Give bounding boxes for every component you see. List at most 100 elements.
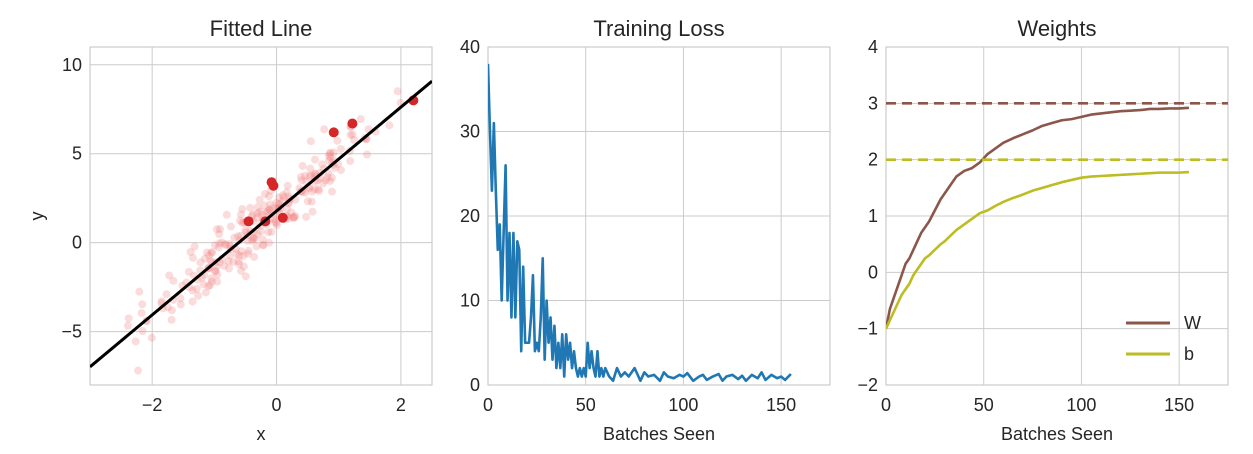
scatter-point	[225, 240, 234, 249]
scatter-point	[224, 257, 233, 266]
scatter-point	[215, 230, 224, 239]
scatter-point	[258, 235, 267, 244]
scatter-point	[349, 136, 358, 145]
scatter-point	[270, 215, 279, 224]
scatter-point	[123, 321, 132, 330]
highlight-point	[277, 212, 288, 223]
x-tick-label: 50	[576, 395, 596, 415]
scatter-point	[271, 218, 280, 227]
y-tick-label: 0	[72, 233, 82, 253]
scatter-point	[213, 270, 222, 279]
scatter-point	[215, 225, 224, 234]
y-tick-label: 2	[868, 150, 878, 170]
scatter-point	[215, 239, 224, 248]
scatter-point	[282, 188, 291, 197]
scatter-point	[192, 284, 201, 293]
y-tick-label: −2	[857, 375, 878, 395]
y-tick-label: −5	[61, 322, 82, 342]
y-tick-label: 10	[460, 291, 480, 311]
scatter-point	[176, 300, 185, 309]
scatter-point	[287, 208, 296, 217]
scatter-point	[272, 198, 281, 207]
y-tick-label: 40	[460, 37, 480, 57]
scatter-point	[207, 277, 216, 286]
scatter-point	[162, 290, 171, 299]
scatter-point	[207, 274, 216, 283]
scatter-point	[169, 276, 178, 285]
highlight-point	[268, 180, 279, 191]
y-tick-label: 0	[470, 375, 480, 395]
scatter-point	[133, 366, 142, 375]
scatter-point	[326, 176, 335, 185]
scatter-point	[235, 216, 244, 225]
scatter-point	[265, 238, 274, 247]
scatter-point	[239, 262, 248, 271]
scatter-point	[251, 234, 260, 243]
scatter-point	[298, 161, 307, 170]
scatter-point	[226, 222, 235, 231]
training-loss-title: Training Loss	[593, 16, 724, 41]
y-tick-label: 30	[460, 122, 480, 142]
scatter-point	[248, 210, 257, 219]
scatter-point	[233, 232, 242, 241]
scatter-point	[218, 238, 227, 247]
y-tick-label: 0	[868, 262, 878, 282]
x-tick-label: 100	[668, 395, 698, 415]
scatter-point	[260, 201, 269, 210]
scatter-point	[211, 266, 220, 275]
scatter-point	[250, 252, 259, 261]
highlight-point	[328, 127, 339, 138]
scatter-point	[253, 230, 262, 239]
scatter-point	[279, 193, 288, 202]
loss-line	[488, 63, 792, 383]
scatter-point	[297, 176, 306, 185]
scatter-point	[235, 260, 244, 269]
fitted-line-panel: Fitted Line x y −2 0 2 −5 0 5 10	[27, 16, 433, 444]
scatter-point	[326, 149, 335, 158]
scatter-point	[323, 173, 332, 182]
scatter-point	[241, 226, 250, 235]
scatter-point	[256, 227, 265, 236]
scatter-point	[385, 121, 394, 130]
legend-label-b: b	[1184, 344, 1194, 364]
scatter-point	[205, 251, 214, 260]
scatter-point	[320, 125, 329, 134]
y-tick-label: −1	[857, 319, 878, 339]
scatter-point	[221, 240, 230, 249]
scatter-point	[258, 241, 267, 250]
scatter-point	[310, 155, 319, 164]
scatter-point	[291, 211, 300, 220]
scatter-point	[283, 181, 292, 190]
scatter-point	[266, 200, 275, 209]
scatter-point	[310, 185, 319, 194]
y-tick-label: 5	[72, 144, 82, 164]
scatter-point	[167, 315, 176, 324]
y-tick-label: 1	[868, 206, 878, 226]
scatter-point	[308, 187, 317, 196]
scatter-point	[348, 130, 357, 139]
scatter-point	[196, 258, 205, 267]
scatter-point	[306, 137, 315, 146]
x-tick-label: 100	[1066, 395, 1096, 415]
scatter-point	[265, 206, 274, 215]
scatter-point	[237, 247, 246, 256]
scatter-point	[275, 193, 284, 202]
fitted-line-title: Fitted Line	[210, 16, 313, 41]
scatter-point	[263, 208, 272, 217]
scatter-point	[207, 248, 216, 257]
legend-label-W: W	[1184, 313, 1201, 333]
y-tick-label: 20	[460, 206, 480, 226]
scatter-point	[318, 160, 327, 169]
scatter-point	[165, 271, 174, 280]
scatter-point	[253, 203, 262, 212]
scatter-point	[200, 254, 209, 263]
scatter-point	[302, 212, 311, 221]
scatter-point	[289, 213, 298, 222]
x-tick-label: 150	[766, 395, 796, 415]
scatter-point	[201, 288, 210, 297]
scatter-point	[246, 203, 255, 212]
scatter-point	[265, 192, 274, 201]
scatter-point	[356, 115, 365, 124]
plot-area	[488, 63, 792, 383]
fitted-line-ylabel: y	[27, 212, 47, 221]
